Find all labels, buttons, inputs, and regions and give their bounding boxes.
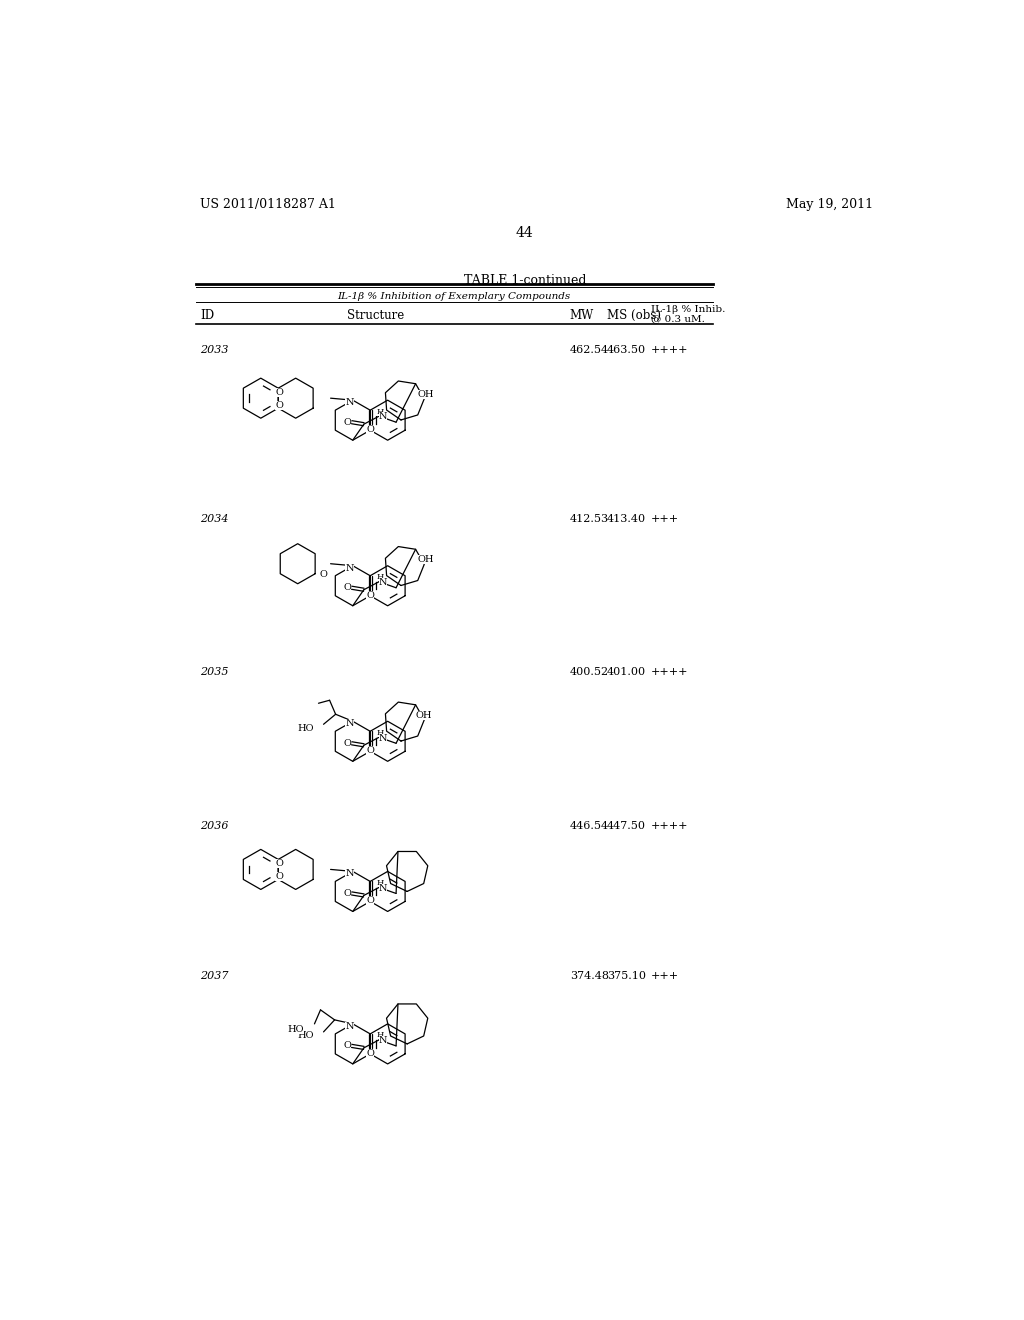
Text: May 19, 2011: May 19, 2011 xyxy=(785,198,872,211)
Text: O: O xyxy=(343,583,351,593)
Text: O: O xyxy=(343,417,351,426)
Text: 2034: 2034 xyxy=(200,515,228,524)
Text: IL-1β % Inhibition of Exemplary Compounds: IL-1β % Inhibition of Exemplary Compound… xyxy=(337,292,570,301)
Text: MW: MW xyxy=(569,309,594,322)
Text: N: N xyxy=(379,578,387,587)
Text: 401.00: 401.00 xyxy=(607,667,646,677)
Text: O: O xyxy=(367,425,374,434)
Text: O: O xyxy=(367,896,374,906)
Text: O: O xyxy=(343,888,351,898)
Text: O: O xyxy=(367,1049,374,1057)
Text: N: N xyxy=(345,719,354,729)
Text: 2037: 2037 xyxy=(200,970,228,981)
Text: O: O xyxy=(367,746,374,755)
Text: O: O xyxy=(343,739,351,748)
Text: 446.54: 446.54 xyxy=(569,821,609,830)
Text: +++: +++ xyxy=(651,515,679,524)
Text: O: O xyxy=(275,400,283,409)
Text: 2033: 2033 xyxy=(200,345,228,355)
Text: 463.50: 463.50 xyxy=(607,345,646,355)
Text: 413.40: 413.40 xyxy=(607,515,646,524)
Text: ++++: ++++ xyxy=(651,667,688,677)
Text: 2035: 2035 xyxy=(200,667,228,677)
Text: MS (obs): MS (obs) xyxy=(607,309,660,322)
Text: HO: HO xyxy=(288,1024,304,1034)
Text: 462.54: 462.54 xyxy=(569,345,609,355)
Text: OH: OH xyxy=(417,556,434,564)
Text: ID: ID xyxy=(200,309,214,322)
Text: OH: OH xyxy=(415,710,432,719)
Text: O: O xyxy=(343,1041,351,1051)
Text: N: N xyxy=(379,883,387,892)
Text: N: N xyxy=(345,564,354,573)
Text: IL-1β % Inhib.: IL-1β % Inhib. xyxy=(651,305,725,314)
Text: OH: OH xyxy=(417,389,434,399)
Text: O: O xyxy=(275,388,283,396)
Text: HO: HO xyxy=(298,723,314,733)
Text: H: H xyxy=(376,879,383,887)
Text: @ 0.3 uM.: @ 0.3 uM. xyxy=(651,314,705,323)
Text: N: N xyxy=(379,1036,387,1045)
Text: H: H xyxy=(376,729,383,737)
Text: 447.50: 447.50 xyxy=(607,821,646,830)
Text: 375.10: 375.10 xyxy=(607,970,646,981)
Text: 400.52: 400.52 xyxy=(569,667,609,677)
Text: O: O xyxy=(275,859,283,867)
Text: ++++: ++++ xyxy=(651,345,688,355)
Text: N: N xyxy=(345,1022,354,1031)
Text: H: H xyxy=(376,1031,383,1039)
Text: N: N xyxy=(345,399,354,407)
Text: O: O xyxy=(275,871,283,880)
Text: O: O xyxy=(319,570,328,579)
Text: N: N xyxy=(379,412,387,421)
Text: +++: +++ xyxy=(651,970,679,981)
Text: TABLE 1-continued: TABLE 1-continued xyxy=(464,275,586,286)
Text: 44: 44 xyxy=(516,226,534,240)
Text: 412.53: 412.53 xyxy=(569,515,609,524)
Text: N: N xyxy=(345,870,354,878)
Text: ++++: ++++ xyxy=(651,821,688,830)
Text: O: O xyxy=(367,590,374,599)
Text: HO: HO xyxy=(297,1031,313,1040)
Text: Structure: Structure xyxy=(347,309,404,322)
Text: N: N xyxy=(379,734,387,743)
Text: H: H xyxy=(376,573,383,581)
Text: H: H xyxy=(376,408,383,416)
Text: 374.48: 374.48 xyxy=(569,970,608,981)
Text: US 2011/0118287 A1: US 2011/0118287 A1 xyxy=(200,198,336,211)
Text: 2036: 2036 xyxy=(200,821,228,830)
